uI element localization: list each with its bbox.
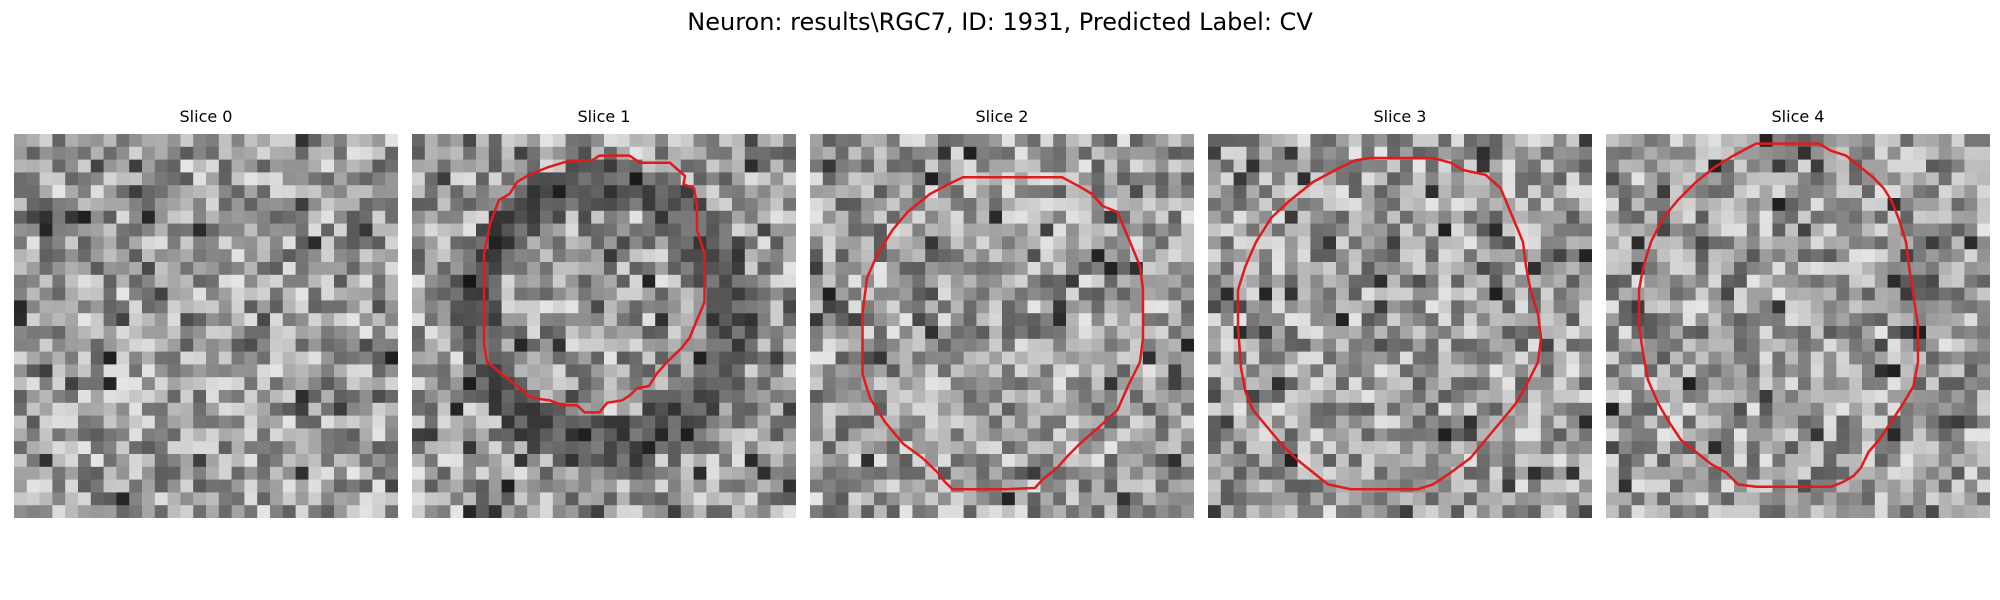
pixel-grid: [14, 134, 398, 518]
slice-image-2: [810, 134, 1194, 518]
slice-3-svg: [1208, 134, 1592, 518]
segmentation-contour: [1236, 156, 1543, 491]
slice-panel-3: Slice 3: [1208, 106, 1592, 518]
slice-0-svg: [14, 134, 398, 518]
slice-title-1: Slice 1: [577, 107, 631, 126]
slice-title-0: Slice 0: [179, 107, 233, 126]
slice-2-svg: [810, 134, 1194, 518]
slice-image-1: [412, 134, 796, 518]
slice-panel-1: Slice 1: [412, 106, 796, 518]
segmentation-contour: [1637, 142, 1920, 489]
segmentation-contour: [861, 175, 1145, 491]
slice-panel-0: Slice 0: [14, 106, 398, 518]
slice-image-4: [1606, 134, 1990, 518]
pixel-grid: [810, 134, 1194, 518]
pixel-grid: [412, 134, 796, 518]
figure-title: Neuron: results\RGC7, ID: 1931, Predicte…: [687, 8, 1313, 36]
slice-image-3: [1208, 134, 1592, 518]
slice-panel-4: Slice 4: [1606, 106, 1990, 518]
slice-title-4: Slice 4: [1771, 107, 1825, 126]
slice-image-0: [14, 134, 398, 518]
segmentation-contour: [482, 154, 706, 414]
slice-title-3: Slice 3: [1373, 107, 1427, 126]
slice-panel-2: Slice 2: [810, 106, 1194, 518]
pixel-grid: [1208, 134, 1592, 518]
slice-1-svg: [412, 134, 796, 518]
slice-title-2: Slice 2: [975, 107, 1029, 126]
slice-4-svg: [1606, 134, 1990, 518]
pixel-grid: [1606, 134, 1990, 518]
